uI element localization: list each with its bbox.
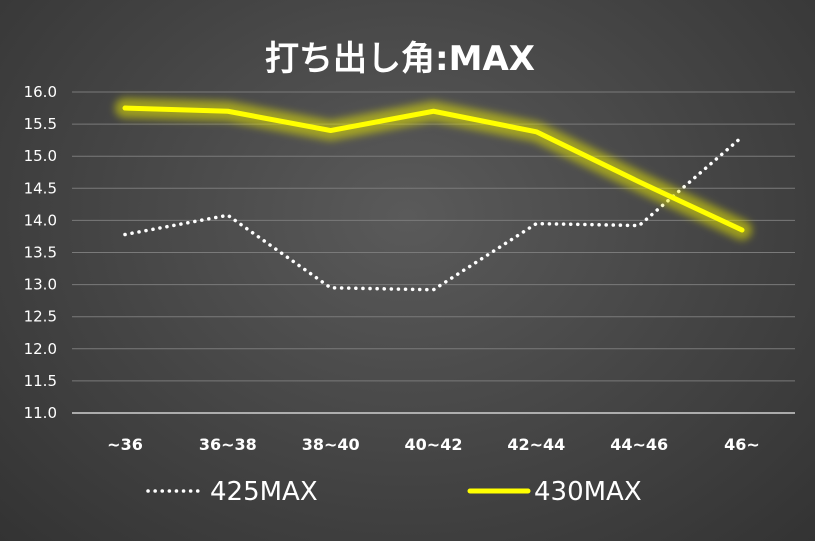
y-tick-label: 14.0	[24, 211, 57, 229]
y-tick-label: 14.5	[24, 179, 57, 197]
legend-label: 425MAX	[210, 477, 318, 507]
y-tick-label: 11.0	[24, 404, 57, 422]
x-tick-label: 40~42	[405, 435, 463, 454]
x-tick-label: ~36	[107, 435, 143, 454]
x-tick-label: 44~46	[610, 435, 668, 454]
y-tick-label: 15.0	[24, 147, 57, 165]
y-tick-label: 13.5	[24, 244, 57, 262]
gridlines	[72, 91, 795, 414]
y-tick-label: 12.5	[24, 308, 57, 326]
y-tick-label: 15.5	[24, 115, 57, 133]
y-tick-label: 16.0	[24, 83, 57, 101]
x-tick-label: 46~	[724, 435, 760, 454]
series-lines	[115, 98, 752, 292]
series-430max-glow	[115, 98, 752, 241]
x-tick-label: 38~40	[302, 435, 360, 454]
legend-label: 430MAX	[534, 477, 642, 507]
y-tick-label: 12.0	[24, 340, 57, 358]
x-tick-label: 36~38	[199, 435, 257, 454]
y-tick-label: 13.0	[24, 276, 57, 294]
legend: 425MAX 430MAX	[146, 477, 642, 507]
y-tick-label: 11.5	[24, 372, 57, 390]
x-axis-ticks: ~36 36~38 38~40 40~42 42~44 44~46 46~	[107, 435, 760, 454]
series-430max-line	[122, 105, 745, 233]
chart-title: 打ち出し角:MAX	[265, 39, 535, 79]
y-axis-ticks: 16.0 15.5 15.0 14.5 14.0 13.5 13.0 12.5 12.0 11.5…	[24, 83, 57, 422]
x-tick-label: 42~44	[507, 435, 565, 454]
series-425max-line	[123, 135, 744, 292]
